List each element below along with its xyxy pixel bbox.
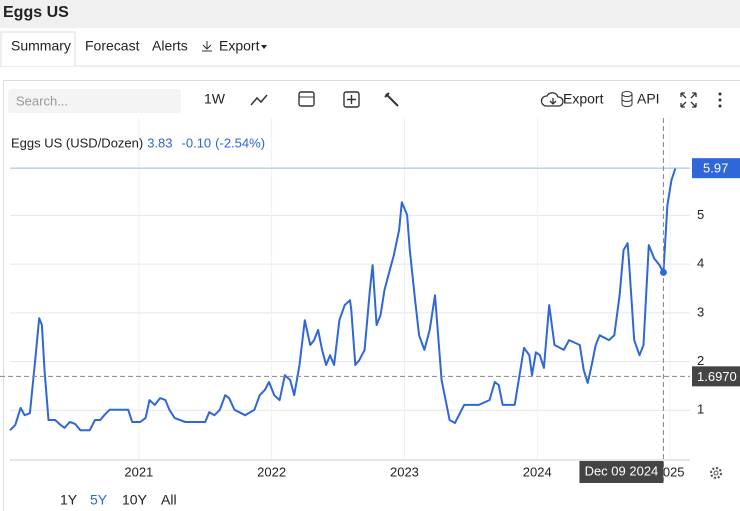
fullscreen-icon[interactable] [680,92,697,108]
legend-name: Eggs US (USD/Dozen) [11,135,143,150]
line-series [9,167,677,432]
y-tick-label: 1 [697,402,704,417]
last-price-label: 5.97 [703,161,728,176]
x-tick-label: 2021 [124,464,153,479]
x-tick-label: 2024 [523,464,552,479]
add-icon[interactable] [343,91,360,108]
range-button[interactable]: 5Y [90,492,108,508]
menu-dot [718,98,722,102]
tools-icon[interactable] [384,92,399,107]
settings-icon[interactable] [710,467,722,479]
range-button[interactable]: 1Y [60,492,78,508]
active-tab [0,31,76,66]
crosshair-x-label: Dec 09 2024 [585,463,659,478]
crosshair-y-label: 1.6970 [697,369,737,384]
crosshair-point [659,268,667,276]
search-placeholder: Search... [16,93,68,108]
last-price-box [692,158,740,179]
y-tick-label: 2 [697,353,704,368]
caret [261,45,267,49]
tab[interactable]: Export [219,38,260,54]
settings-gear [710,467,722,479]
legend-change: -0.10 [182,135,212,150]
legend-value: 3.83 [147,135,172,150]
y-tick-label: 5 [697,207,704,222]
y-tick-label: 4 [697,256,704,271]
export-button[interactable]: Export [563,91,604,107]
header-bar [0,0,740,28]
add-icon-plus [347,95,356,104]
search-box[interactable] [8,89,181,113]
api-icon-body [621,94,633,107]
download-icon [202,41,212,52]
export-icon [540,92,564,107]
calendar-icon[interactable] [298,91,315,107]
x-tick-label: 2022 [257,464,286,479]
crosshair-y-box [692,366,740,387]
x-tick-label: 2023 [390,464,419,479]
tab[interactable]: Alerts [152,38,188,54]
tab[interactable]: Forecast [85,38,140,54]
page-title: Eggs US [3,4,69,21]
y-tick-label: 3 [697,304,704,319]
settings-hub [713,470,719,476]
api-button[interactable]: API [637,91,660,107]
chart-panel [3,80,740,511]
range-button[interactable]: 10Y [122,492,148,508]
tab[interactable]: Summary [11,38,71,54]
menu-dot [718,104,722,108]
crosshair-x-box [579,461,664,483]
legend-change-pct: (-2.54%) [215,135,265,150]
menu-dot[interactable] [718,92,722,96]
interval-button[interactable]: 1W [204,91,226,107]
range-button[interactable]: All [161,492,177,508]
chart-type-icon[interactable] [250,94,268,106]
